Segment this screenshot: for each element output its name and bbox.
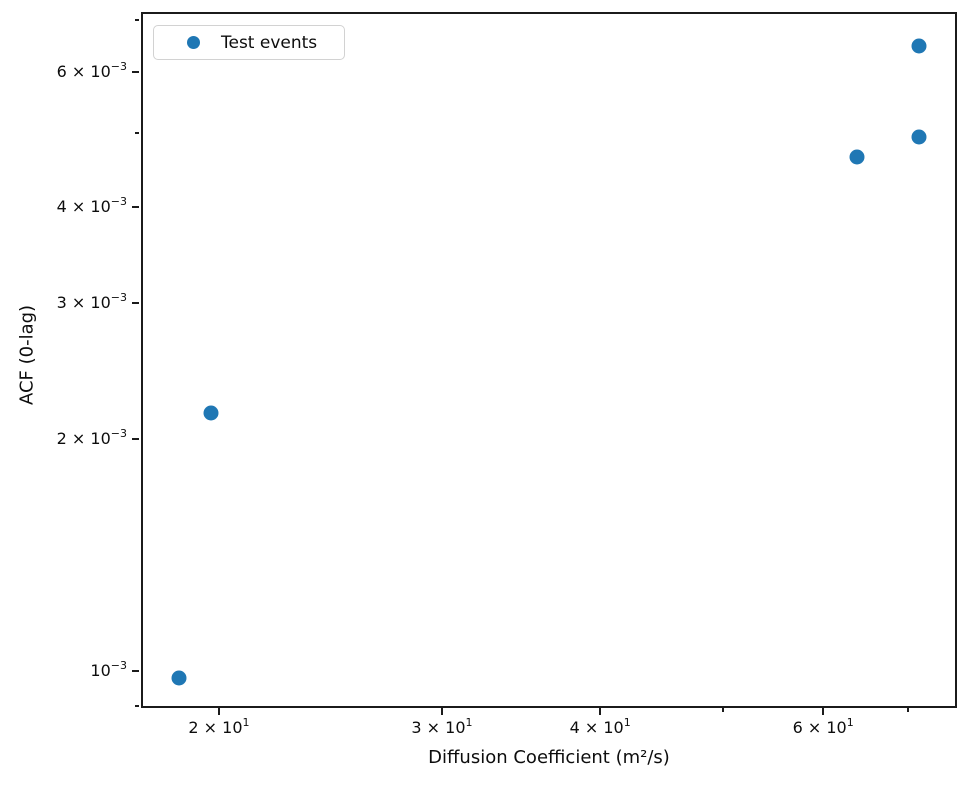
tick-exponent: −3 bbox=[110, 59, 127, 73]
data-point bbox=[171, 670, 187, 686]
y-tick-mark bbox=[132, 438, 139, 441]
y-tick-label: 3 × 10−3 bbox=[56, 291, 127, 313]
tick-exponent: −3 bbox=[110, 291, 127, 305]
x-axis-label: Diffusion Coefficient (m²/s) bbox=[428, 747, 670, 768]
data-point bbox=[203, 405, 219, 421]
x-tick-mark bbox=[822, 708, 825, 715]
y-tick-mark bbox=[132, 302, 139, 305]
tick-exponent: 1 bbox=[623, 716, 631, 729]
tick-exponent: 1 bbox=[242, 716, 250, 729]
y-minor-tick-mark bbox=[135, 19, 139, 22]
y-tick-label: 2 × 10−3 bbox=[56, 427, 127, 449]
x-tick-mark bbox=[440, 708, 443, 715]
x-tick-mark bbox=[217, 708, 220, 715]
y-tick-mark bbox=[132, 70, 139, 73]
y-tick-mark bbox=[132, 669, 139, 672]
legend-marker-dot bbox=[187, 36, 200, 49]
tick-exponent: −3 bbox=[110, 427, 127, 441]
tick-exponent: 1 bbox=[465, 716, 473, 729]
x-tick-label: 4 × 101 bbox=[569, 716, 631, 737]
x-tick-mark bbox=[599, 708, 602, 715]
data-point bbox=[911, 38, 927, 54]
tick-exponent: 1 bbox=[846, 716, 854, 729]
y-minor-tick-mark bbox=[135, 705, 139, 707]
y-axis-label: ACF (0-lag) bbox=[16, 304, 38, 406]
plot-area: 2 × 101 3 × 101 4 × 101 6 × 101 10−3 2 × 10−3… bbox=[57, 12, 957, 737]
y-tick-label: 4 × 10−3 bbox=[56, 195, 127, 217]
x-tick-label: 2 × 101 bbox=[188, 716, 250, 737]
tick-exponent: −3 bbox=[110, 658, 127, 672]
y-tick-mark bbox=[132, 206, 139, 209]
y-tick-label: 10−3 bbox=[90, 658, 127, 680]
legend: Test events bbox=[153, 25, 345, 60]
data-point bbox=[849, 149, 865, 165]
x-tick-label: 3 × 101 bbox=[411, 716, 473, 737]
y-tick-label: 6 × 10−3 bbox=[56, 59, 127, 81]
y-minor-tick-mark bbox=[135, 131, 139, 134]
x-minor-tick-mark bbox=[721, 708, 724, 712]
legend-label: Test events bbox=[221, 32, 318, 53]
x-minor-tick-mark bbox=[906, 708, 909, 712]
tick-exponent: −3 bbox=[110, 195, 127, 209]
x-tick-label: 6 × 101 bbox=[792, 716, 854, 737]
data-point bbox=[911, 129, 927, 145]
